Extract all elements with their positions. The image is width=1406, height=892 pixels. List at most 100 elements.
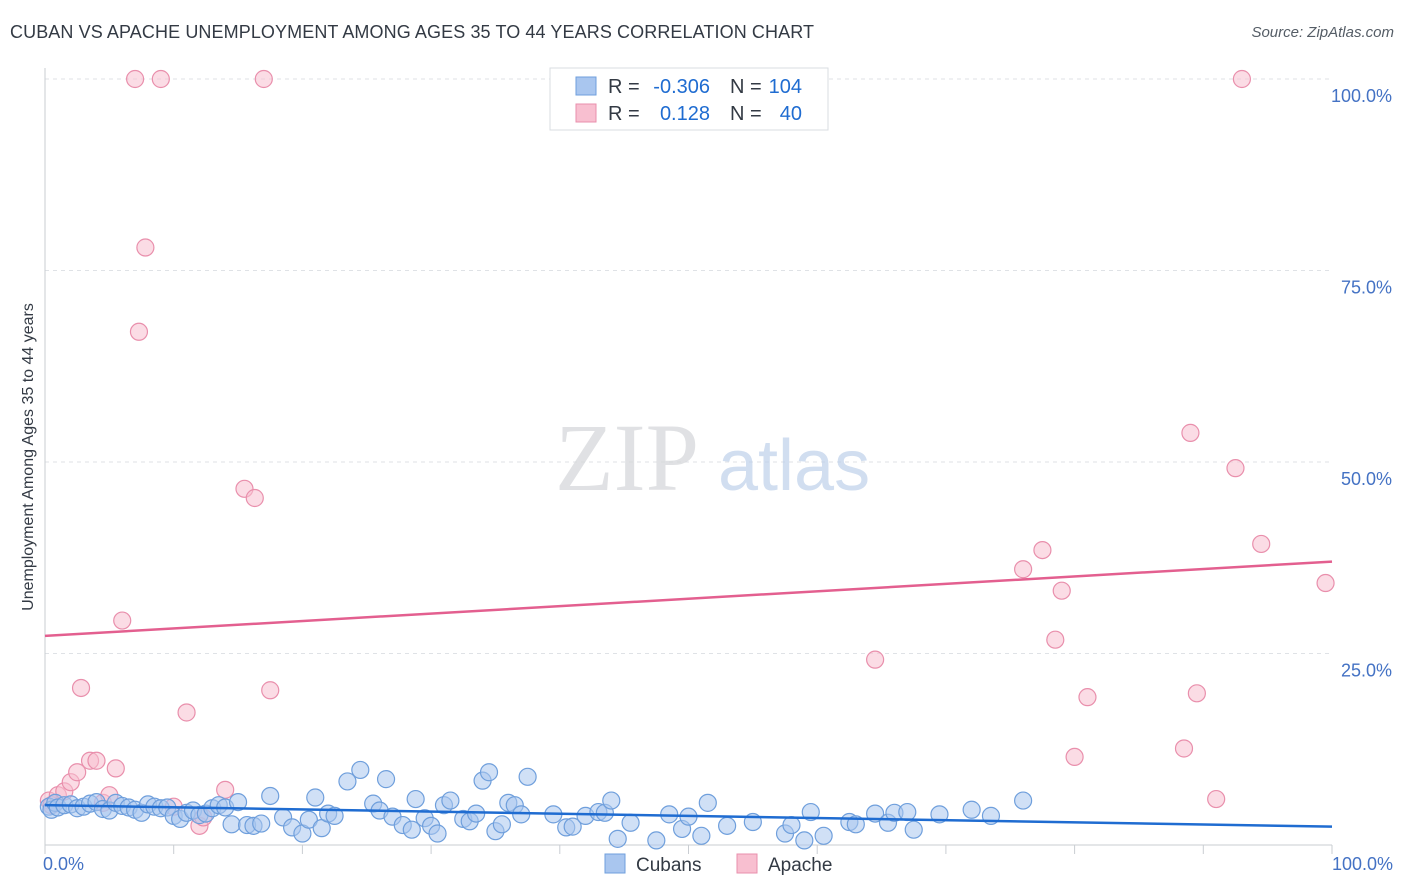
point-cubans xyxy=(376,770,396,789)
point-cubans xyxy=(479,763,499,782)
point-cubans xyxy=(621,813,640,832)
point-apache xyxy=(261,681,280,700)
point-apache xyxy=(245,488,264,508)
point-cubans xyxy=(608,829,627,848)
point-apache xyxy=(1052,581,1071,600)
point-cubans xyxy=(692,826,711,845)
point-apache xyxy=(1252,534,1271,554)
point-cubans xyxy=(563,817,582,836)
trend-lines xyxy=(44,560,1333,828)
point-cubans xyxy=(428,824,447,843)
point-cubans xyxy=(602,791,621,810)
point-cubans xyxy=(222,815,241,834)
point-cubans xyxy=(402,820,421,839)
point-cubans xyxy=(647,831,666,850)
point-apache xyxy=(866,650,885,669)
point-cubans xyxy=(338,772,357,791)
y-tick-labels: 25.0% 50.0% 75.0% 100.0% xyxy=(1331,86,1392,681)
axes xyxy=(44,68,1333,854)
legend-n-label-cubans: N = xyxy=(730,76,762,98)
point-cubans xyxy=(325,806,344,825)
legend-r-value-cubans: -0.306 xyxy=(653,76,710,98)
x-tick-label: 100.0% xyxy=(1332,854,1393,874)
series-cubans-points xyxy=(39,760,1033,850)
point-apache xyxy=(151,69,170,89)
bottom-legend-label-apache: Apache xyxy=(768,855,832,876)
point-apache xyxy=(113,611,132,630)
point-apache xyxy=(1078,688,1097,707)
point-cubans xyxy=(441,791,460,810)
point-apache xyxy=(87,751,106,770)
point-cubans xyxy=(795,831,814,850)
point-cubans xyxy=(406,789,425,809)
trend-line-cubans xyxy=(44,803,1333,828)
point-apache xyxy=(1226,459,1245,478)
series-legend: Cubans Apache xyxy=(604,853,832,876)
point-apache xyxy=(106,759,125,778)
point-apache xyxy=(1033,540,1052,560)
point-cubans xyxy=(846,815,865,834)
point-cubans xyxy=(930,805,949,824)
point-apache xyxy=(177,703,196,722)
y-tick-label: 50.0% xyxy=(1341,469,1392,489)
gridlines xyxy=(45,78,1332,654)
point-apache xyxy=(136,238,155,257)
chart-title: CUBAN VS APACHE UNEMPLOYMENT AMONG AGES … xyxy=(10,22,815,42)
point-cubans xyxy=(306,788,325,807)
point-apache xyxy=(254,69,273,89)
point-cubans xyxy=(814,826,833,845)
legend-r-label-apache: R = xyxy=(608,103,640,125)
legend-swatch-apache xyxy=(575,103,597,123)
point-cubans xyxy=(351,760,370,780)
bottom-legend-label-cubans: Cubans xyxy=(636,855,702,876)
point-cubans xyxy=(718,816,737,835)
point-cubans xyxy=(261,786,280,806)
point-apache xyxy=(1181,423,1200,442)
point-cubans xyxy=(782,815,801,835)
watermark-zip: ZIP xyxy=(555,404,699,511)
point-apache xyxy=(1174,739,1194,758)
legend-r-value-apache: 0.128 xyxy=(660,103,710,125)
point-apache xyxy=(1065,747,1084,767)
point-cubans xyxy=(228,793,248,812)
point-cubans xyxy=(252,814,271,833)
point-apache xyxy=(125,69,145,89)
point-cubans xyxy=(904,820,923,839)
correlation-legend: R = -0.306 N = 104 R = 0.128 N = 40 xyxy=(549,67,829,131)
legend-swatch-cubans xyxy=(575,76,597,96)
y-tick-label: 25.0% xyxy=(1341,661,1392,681)
point-apache xyxy=(1046,630,1065,649)
point-cubans xyxy=(1014,791,1033,810)
legend-r-label-cubans: R = xyxy=(608,76,640,98)
point-cubans xyxy=(698,793,717,812)
point-cubans xyxy=(492,815,511,834)
point-cubans xyxy=(898,802,917,822)
bottom-legend-swatch-cubans xyxy=(604,853,626,874)
point-cubans xyxy=(962,800,981,819)
point-apache xyxy=(71,678,91,698)
legend-n-value-cubans: 104 xyxy=(769,76,802,98)
point-apache xyxy=(68,763,87,782)
trend-line-apache xyxy=(44,560,1333,638)
point-apache xyxy=(129,322,149,341)
y-axis-label: Unemployment Among Ages 35 to 44 years xyxy=(20,303,37,611)
y-tick-label: 100.0% xyxy=(1331,86,1392,106)
point-apache xyxy=(216,780,235,799)
legend-n-value-apache: 40 xyxy=(780,103,802,125)
point-apache xyxy=(1014,560,1033,579)
point-apache xyxy=(1232,69,1252,89)
point-cubans xyxy=(299,810,318,829)
x-tick-label: 0.0% xyxy=(43,854,84,874)
x-tick-labels: 0.0% 100.0% xyxy=(43,854,1393,874)
legend-n-label-apache: N = xyxy=(730,103,762,125)
y-tick-label: 75.0% xyxy=(1341,278,1392,298)
point-cubans xyxy=(518,767,537,786)
point-apache xyxy=(1207,789,1226,809)
watermark-atlas: atlas xyxy=(718,426,870,506)
bottom-legend-swatch-apache xyxy=(736,853,758,874)
point-cubans xyxy=(801,802,820,822)
point-apache xyxy=(1187,684,1206,703)
source-label: Source: ZipAtlas.com xyxy=(1251,24,1394,41)
point-apache xyxy=(1316,573,1335,593)
